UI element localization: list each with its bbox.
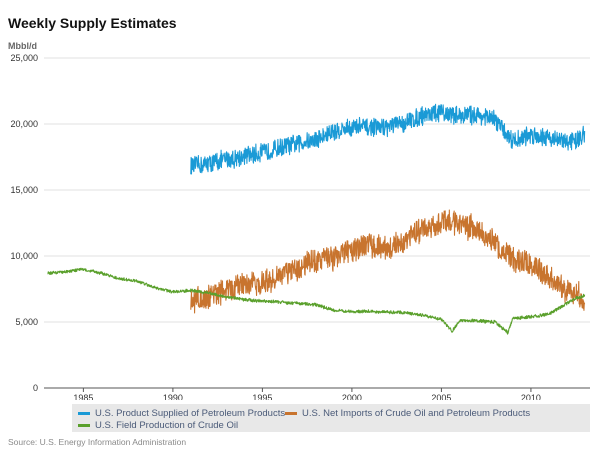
legend-item-field-production: U.S. Field Production of Crude Oil [78,420,238,431]
series-line-2 [190,209,586,314]
legend-item-net-imports: U.S. Net Imports of Crude Oil and Petrol… [285,408,530,419]
legend: U.S. Product Supplied of Petroleum Produ… [72,404,590,432]
y-axis-label: Mbbl/d [8,41,37,51]
x-tick-label: 1990 [163,393,183,400]
x-tick-label: 1995 [252,393,272,400]
x-tick-label: 2005 [431,393,451,400]
x-tick-label: 1985 [73,393,93,400]
y-tick-label: 10,000 [10,251,38,261]
legend-swatch-blue [78,412,90,415]
legend-label: U.S. Product Supplied of Petroleum Produ… [95,408,286,419]
x-tick-label: 2010 [521,393,541,400]
y-tick-labels: 0 5,000 10,000 15,000 20,000 25,000 [10,53,38,393]
y-tick-label: 15,000 [10,185,38,195]
legend-swatch-orange [285,412,297,415]
y-tick-label: 20,000 [10,119,38,129]
series-line-3 [47,267,586,335]
legend-swatch-green [78,424,90,427]
legend-item-product-supplied: U.S. Product Supplied of Petroleum Produ… [78,408,285,419]
y-tick-label: 25,000 [10,53,38,63]
x-tick-labels: 1985 1990 1995 2000 2005 2010 [73,393,541,400]
series-line-1 [190,103,586,175]
legend-label: U.S. Net Imports of Crude Oil and Petrol… [302,408,531,419]
y-tick-label: 0 [33,383,38,393]
source-note: Source: U.S. Energy Information Administ… [8,437,187,447]
grid-lines [44,57,590,392]
x-tick-label: 2000 [342,393,362,400]
legend-label: U.S. Field Production of Crude Oil [95,420,239,431]
series-lines [47,103,586,335]
y-tick-label: 5,000 [15,317,38,327]
chart-title: Weekly Supply Estimates [8,15,177,31]
